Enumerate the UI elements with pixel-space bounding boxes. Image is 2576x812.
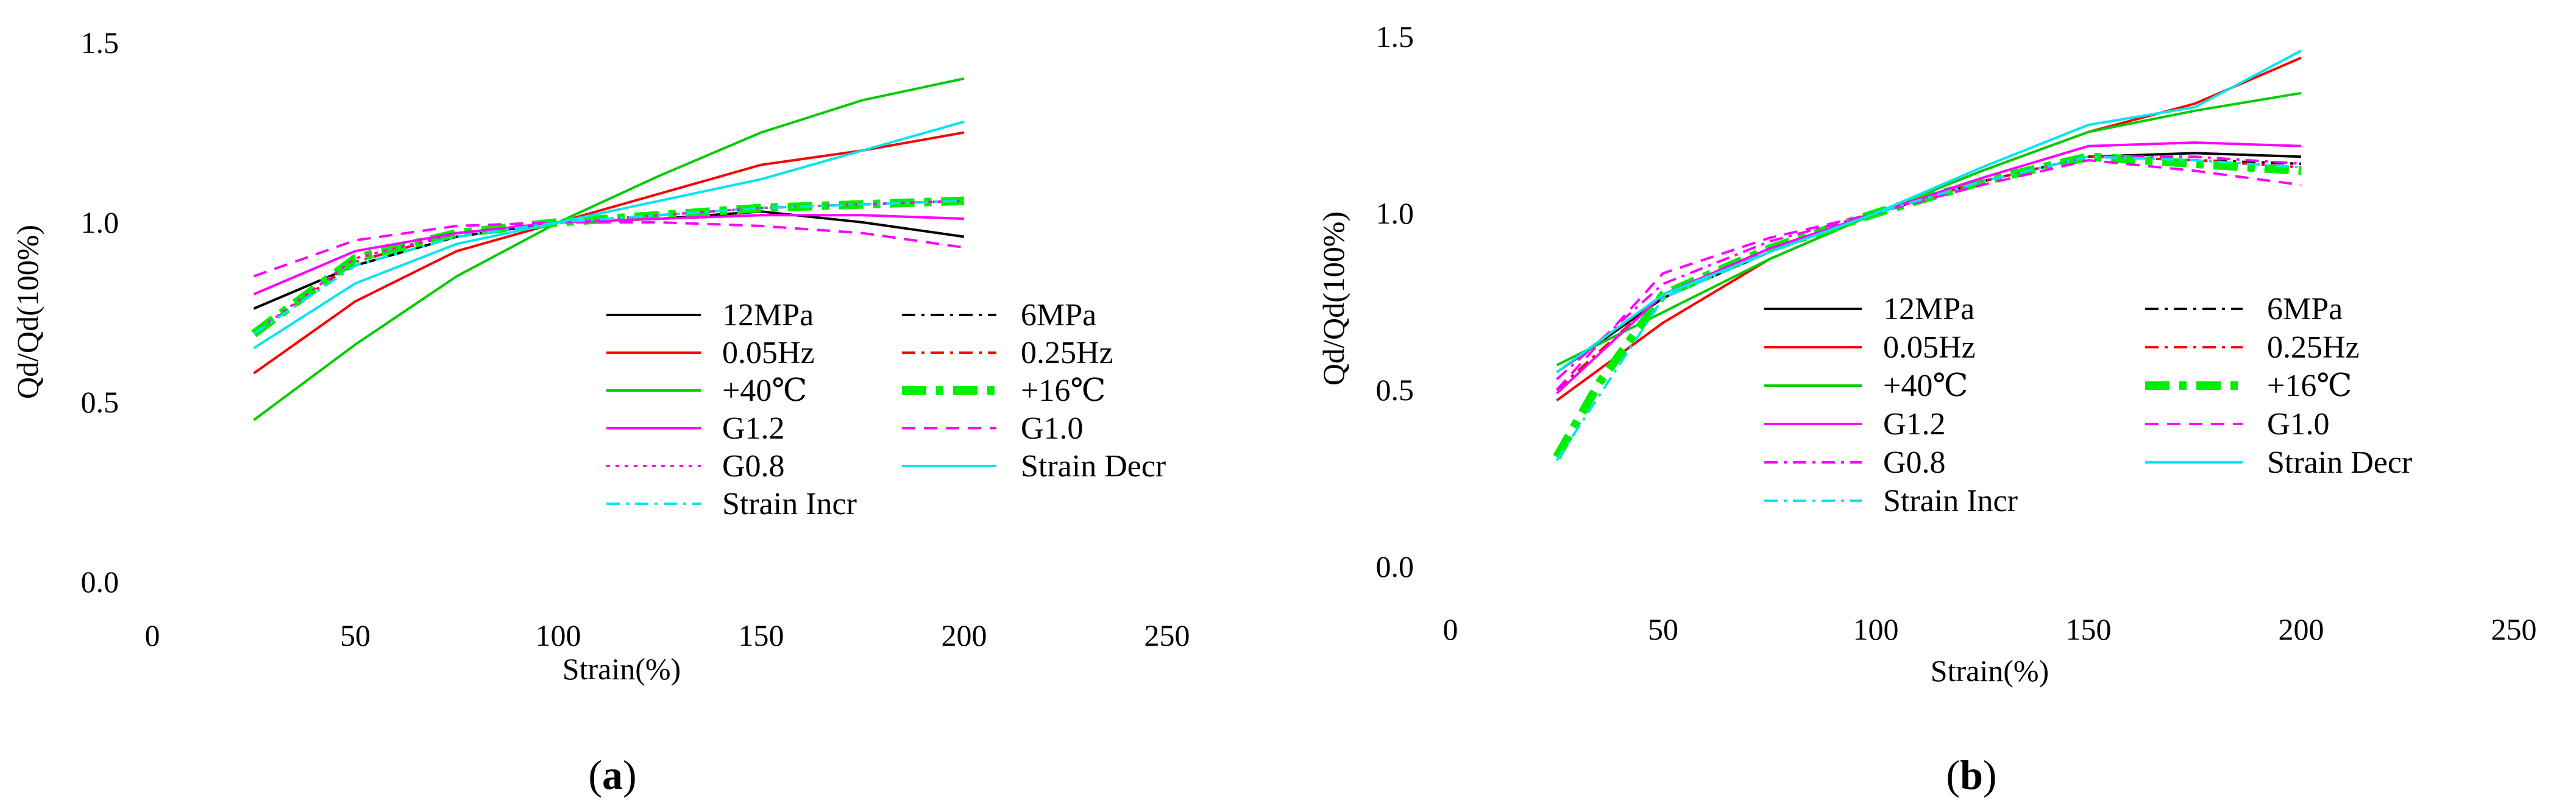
y-tick-label: 0.5 (81, 385, 119, 419)
y-tick-label: 0.0 (81, 565, 119, 599)
legend-label: G0.8 (722, 449, 785, 484)
series-line-12mpa (253, 210, 965, 310)
y-axis-title: Qd/Qd(100%) (10, 225, 44, 399)
legend-label: Strain Decr (2267, 445, 2412, 480)
y-tick-label: 0.5 (1376, 373, 1414, 407)
y-tick-label: 0.0 (1376, 549, 1414, 584)
x-tick-label: 200 (942, 618, 987, 652)
y-tick-label: 1.5 (81, 26, 119, 60)
legend-label: +16℃ (2267, 369, 2352, 403)
series-line-0.05hz (253, 131, 965, 375)
legend-label: +40℃ (1883, 369, 1968, 403)
legend-label: G1.0 (2267, 407, 2330, 442)
legend-label: 0.05Hz (1883, 330, 1976, 365)
x-tick-label: 100 (536, 618, 581, 652)
legend-label: +40℃ (722, 373, 807, 408)
y-tick-label: 1.0 (1376, 196, 1414, 230)
series-line-straindecr (253, 120, 965, 350)
x-tick-label: 250 (2491, 612, 2537, 646)
x-axis-title: Strain(%) (562, 652, 681, 686)
series-line-straindecr (1556, 49, 2302, 373)
legend: 12MPa 6MPa 0.05Hz 0.25Hz +40℃ +16℃ G1.2 G1.0 G0.… (606, 298, 1166, 521)
legend-label: Strain Incr (1883, 484, 2018, 518)
legend-label: 0.05Hz (722, 336, 815, 370)
legend-label: Strain Incr (722, 487, 857, 521)
x-tick-label: 0 (145, 618, 160, 652)
series-line-40 (1556, 91, 2302, 367)
x-tick-label: 150 (739, 618, 784, 652)
x-tick-label: 150 (2066, 612, 2112, 646)
legend-label: 0.25Hz (2267, 330, 2360, 365)
series-line-strainincr (253, 199, 965, 335)
x-tick-label: 50 (340, 618, 371, 652)
legend-label: G1.2 (1883, 407, 1946, 442)
legend-label: 0.25Hz (1021, 336, 1113, 370)
legend-label: 6MPa (2267, 292, 2343, 327)
chart-panel-b: 0.0 0.5 1.0 1.5 0 50 100 150 200 250 Qd/Qd(100%) St… (1316, 19, 2537, 798)
x-tick-label: 250 (1144, 618, 1190, 652)
panel-label: (b) (1946, 752, 1996, 798)
x-tick-label: 0 (1443, 612, 1458, 646)
legend-label: 6MPa (1021, 298, 1096, 333)
legend-label: Strain Decr (1021, 449, 1166, 484)
series-line-40 (253, 77, 965, 422)
chart-panel-a: 0.0 0.5 1.0 1.5 0 50 100 150 200 250 Qd/Qd(100%) St… (10, 26, 1190, 798)
panel-label: (a) (588, 752, 636, 798)
legend-label: 12MPa (1883, 292, 1975, 327)
x-axis-title: Strain(%) (1931, 654, 2049, 688)
y-tick-label: 1.0 (81, 205, 119, 239)
x-tick-label: 50 (1648, 612, 1678, 646)
y-axis-title: Qd/Qd(100%) (1316, 211, 1350, 386)
legend-label: G1.2 (722, 411, 785, 446)
legend-label: +16℃ (1021, 373, 1106, 408)
legend: 12MPa 6MPa 0.05Hz 0.25Hz +40℃ +16℃ G1.2 G1.0 G0.… (1764, 292, 2412, 518)
legend-label: G1.0 (1021, 411, 1084, 446)
series-line-strainincr (1555, 155, 2302, 462)
y-tick-label: 1.5 (1376, 19, 1414, 54)
x-tick-label: 100 (1853, 612, 1899, 646)
series-line-16 (251, 196, 965, 337)
series-line-g1.0 (1556, 159, 2302, 391)
legend-label: 12MPa (722, 298, 814, 333)
x-tick-label: 200 (2279, 612, 2324, 646)
series-line-g1.0 (253, 221, 965, 278)
legend-label: G0.8 (1883, 445, 1946, 480)
series-line-g1.2 (253, 214, 965, 295)
